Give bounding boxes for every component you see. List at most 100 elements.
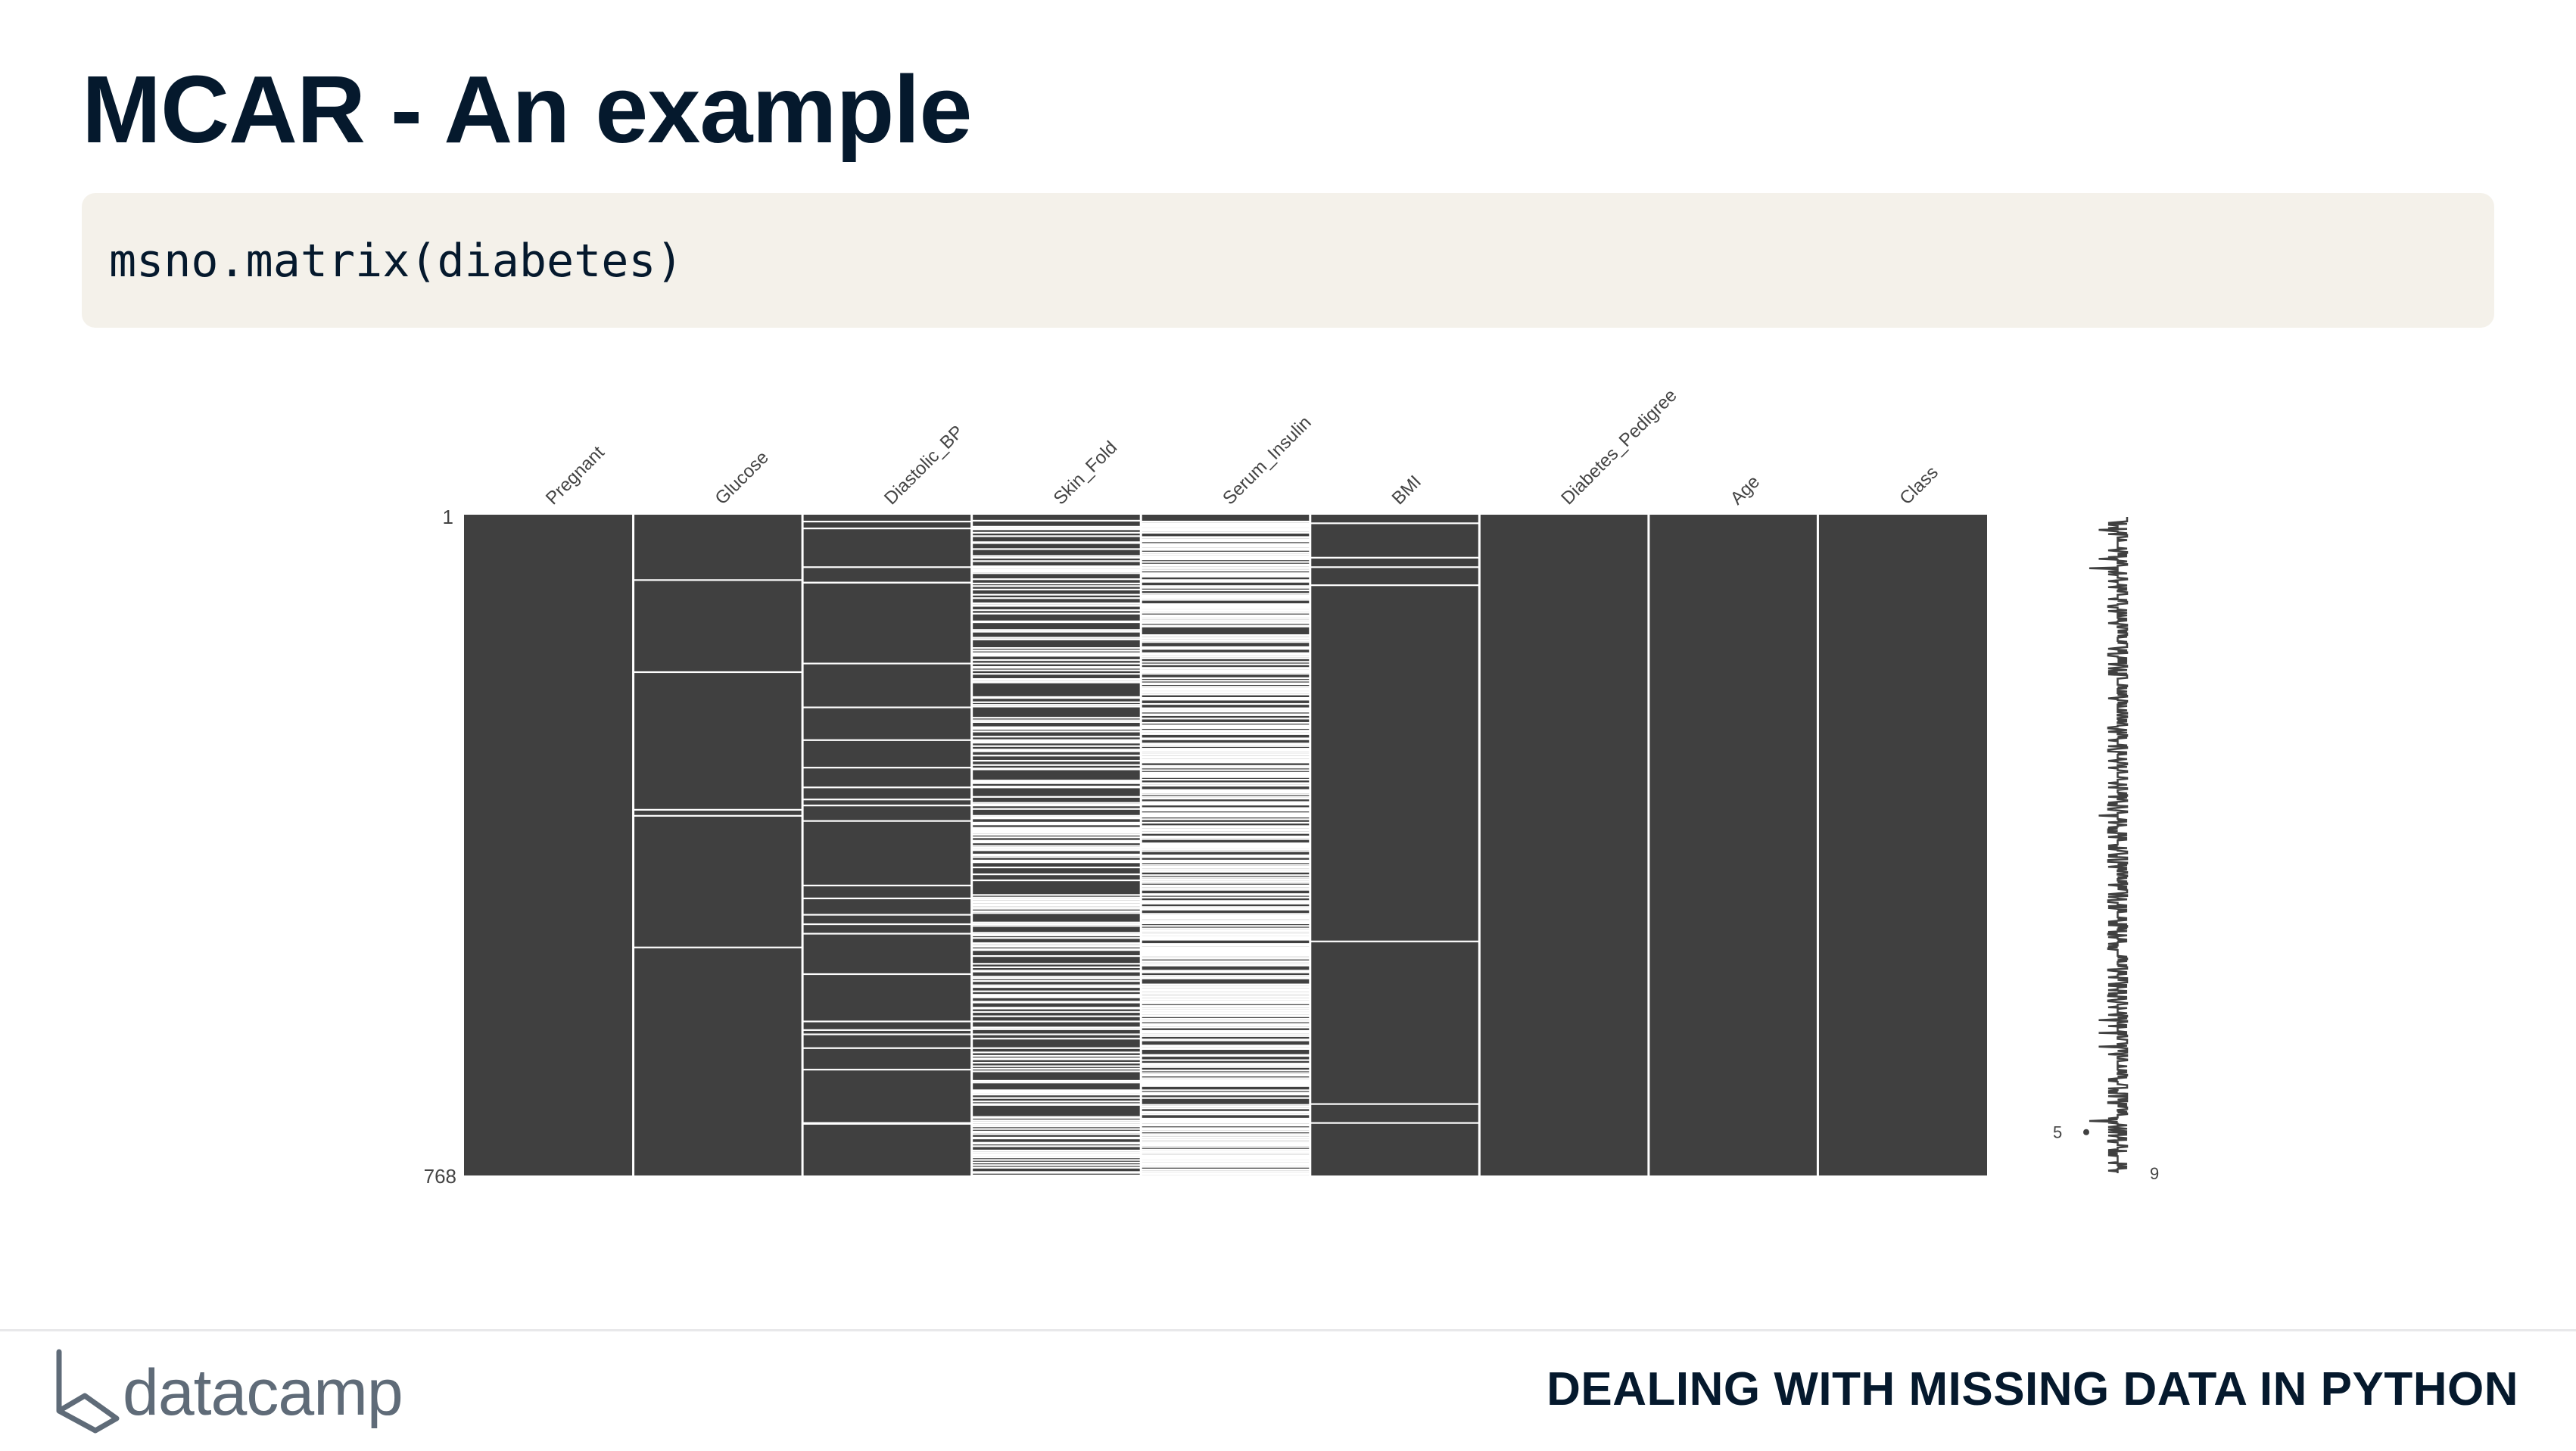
missing-cell [633,671,803,674]
missing-cell [1141,668,1310,670]
missing-cell [1310,556,1480,559]
missing-cell [1141,637,1310,640]
missing-cell [1141,574,1310,576]
missing-cell [1141,818,1310,820]
missing-cell [1141,1031,1310,1033]
missing-cell [802,581,972,584]
missing-cell [1141,998,1310,1001]
missing-cell [1141,743,1310,745]
missing-cell [971,548,1142,550]
missing-cell [1141,589,1310,592]
missing-cell [1141,901,1310,904]
missing-cell [1141,748,1310,750]
missing-cell [1141,1004,1310,1007]
missing-cell [971,568,1142,571]
missing-cell [971,1126,1142,1128]
missing-cell [971,1047,1142,1049]
missing-cell [1141,556,1310,559]
missing-cell [1141,995,1310,998]
missing-cell [1141,1143,1310,1146]
missing-cell [1141,1001,1310,1003]
missing-cell [1141,767,1310,769]
missing-cell [1141,544,1310,546]
missing-cell [1141,1160,1310,1163]
code-block: msno.matrix(diabetes) [82,193,2494,328]
missing-cell [971,970,1142,973]
missing-cell [1141,922,1310,925]
missing-cell [1141,557,1310,560]
missing-cell [633,579,803,581]
column-fill [1310,515,1480,1175]
missing-cell [1141,1070,1310,1072]
missing-cell [971,853,1142,856]
missing-cell [1141,750,1310,752]
missing-cell [1141,784,1310,787]
missing-cell [1141,776,1310,778]
missing-cell [1141,887,1310,889]
missing-cell [1141,686,1310,688]
column-label: Glucose [711,447,772,509]
missing-cell [1141,1160,1310,1162]
missing-cell [1141,671,1310,674]
missing-cell [1141,919,1310,921]
missing-cell [1141,568,1310,570]
missing-cell [1141,641,1310,643]
missing-cell [1141,646,1310,649]
missing-cell [1141,1122,1310,1124]
missing-cell [1141,1017,1310,1020]
missing-cell [971,963,1142,965]
missing-cell [971,1154,1142,1157]
missing-cell [971,1094,1142,1096]
missing-cell [1141,896,1310,898]
missing-cell [971,704,1142,706]
missing-cell [971,814,1142,817]
missing-cell [1141,1001,1310,1004]
missing-cell [971,949,1142,951]
missing-cell [1141,558,1310,561]
missing-cell [802,933,972,935]
missing-cell [971,652,1142,655]
missing-cell [971,717,1142,719]
missing-cell [1141,714,1310,716]
missing-cell [1141,1015,1310,1017]
missing-cell [971,831,1142,833]
missing-cell [1141,902,1310,905]
missing-cell [1141,868,1310,870]
missing-cell [1141,950,1310,952]
missing-cell [971,727,1142,729]
missing-cell [1141,900,1310,902]
missing-cell [1310,584,1480,587]
missing-cell [1141,663,1310,665]
missing-cell [971,830,1142,833]
missing-cell [1141,1129,1310,1131]
missing-cell [1141,1144,1310,1147]
missingness-matrix-chart: Pregnant Glucose Diastolic_BP Skin_Fold Seru… [424,385,2160,1188]
missing-cell [971,677,1142,680]
missing-cell [1141,782,1310,784]
matrix-column-serum-insulin [1141,515,1310,1175]
missing-cell [1141,687,1310,690]
missing-cell [971,856,1142,858]
missing-cell [1141,870,1310,873]
missing-cell [1141,1063,1310,1065]
missing-cell [802,1029,972,1031]
missing-cell [1141,855,1310,858]
missing-cell [971,567,1142,569]
missing-cell [971,1161,1142,1164]
missing-cell [1141,621,1310,624]
missing-cell [1141,845,1310,847]
row-tick-label: 768 [424,1165,456,1188]
missing-cell [1141,605,1310,607]
missing-cell [1141,1121,1310,1123]
missing-cell [1141,677,1310,680]
missing-cell [1141,808,1310,811]
missing-cell [971,1058,1142,1060]
missing-cell [802,1123,972,1125]
column-label: Pregnant [542,442,609,509]
missing-cell [971,637,1142,639]
missing-cell [971,1070,1142,1073]
missing-cell [1141,976,1310,979]
matrix-column-class [1818,515,1987,1175]
missing-cell [1141,1085,1310,1087]
missing-cell [971,1164,1142,1166]
